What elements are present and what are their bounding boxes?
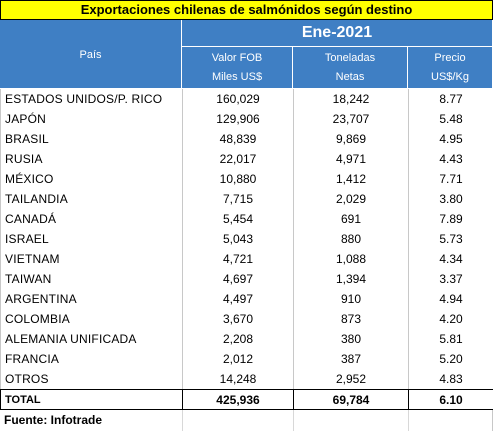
net-tons-cell: 4,971	[293, 149, 409, 169]
header-country: País	[0, 20, 182, 89]
country-cell: VIETNAM	[0, 249, 183, 269]
table-row: FRANCIA 2,012 387 5.20	[0, 349, 493, 369]
net-tons-cell: 691	[293, 209, 409, 229]
header-net-tons-line2: Netas	[335, 71, 365, 83]
price-cell: 4.94	[408, 289, 493, 309]
table-row: OTROS 14,248 2,952 4.83	[0, 369, 493, 390]
header-fob-value-line1: Valor FOB	[211, 52, 263, 64]
price-cell: 3.37	[408, 269, 493, 289]
net-tons-cell: 1,088	[293, 249, 409, 269]
net-tons-cell: 387	[293, 349, 409, 369]
country-cell: RUSIA	[0, 149, 183, 169]
country-cell: JAPÓN	[0, 109, 183, 129]
net-tons-cell: 880	[293, 229, 409, 249]
table-row: ISRAEL 5,043 880 5.73	[0, 229, 493, 249]
country-cell: MÉXICO	[0, 169, 183, 189]
header-price-line2: US$/Kg	[431, 71, 469, 83]
total-tons: 69,784	[293, 389, 409, 410]
total-price: 6.10	[408, 389, 493, 410]
source-text: Fuente: Infotrade	[4, 413, 102, 427]
fob-value-cell: 2,208	[182, 329, 294, 349]
fob-value-cell: 3,670	[182, 309, 294, 329]
table-row: VIETNAM 4,721 1,088 4.34	[0, 249, 493, 269]
table-row: BRASIL 48,839 9,869 4.95	[0, 129, 493, 149]
country-cell: CANADÁ	[0, 209, 183, 229]
net-tons-cell: 910	[293, 289, 409, 309]
net-tons-cell: 2,952	[293, 369, 409, 390]
price-cell: 7.71	[408, 169, 493, 189]
net-tons-cell: 2,029	[293, 189, 409, 209]
fob-value-cell: 4,497	[182, 289, 294, 309]
price-cell: 3.80	[408, 189, 493, 209]
country-cell: FRANCIA	[0, 349, 183, 369]
table-row: MÉXICO 10,880 1,412 7.71	[0, 169, 493, 189]
fob-value-cell: 129,906	[182, 109, 294, 129]
fob-value-cell: 5,454	[182, 209, 294, 229]
fob-value-cell: 160,029	[182, 89, 294, 109]
country-cell: OTROS	[0, 369, 183, 390]
net-tons-cell: 18,242	[293, 89, 409, 109]
net-tons-cell: 9,869	[293, 129, 409, 149]
fob-value-cell: 4,721	[182, 249, 294, 269]
country-cell: ALEMANIA UNIFICADA	[0, 329, 183, 349]
fob-value-cell: 22,017	[182, 149, 294, 169]
price-cell: 8.77	[408, 89, 493, 109]
table-row: ESTADOS UNIDOS/P. RICO 160,029 18,242 8.77	[0, 89, 493, 109]
table-row: TAIWAN 4,697 1,394 3.37	[0, 269, 493, 289]
fob-value-cell: 4,697	[182, 269, 294, 289]
net-tons-cell: 380	[293, 329, 409, 349]
table-row: ALEMANIA UNIFICADA 2,208 380 5.81	[0, 329, 493, 349]
net-tons-cell: 1,412	[293, 169, 409, 189]
country-cell: COLOMBIA	[0, 309, 183, 329]
header-price-line1: Precio	[434, 52, 466, 64]
fob-value-cell: 5,043	[182, 229, 294, 249]
country-cell: TAIWAN	[0, 269, 183, 289]
country-cell: ESTADOS UNIDOS/P. RICO	[0, 89, 183, 109]
table-row: ARGENTINA 4,497 910 4.94	[0, 289, 493, 309]
table-row: TAILANDIA 7,715 2,029 3.80	[0, 189, 493, 209]
country-cell: BRASIL	[0, 129, 183, 149]
price-cell: 4.20	[408, 309, 493, 329]
header-fob-value: Valor FOB Miles US$	[182, 47, 293, 89]
price-cell: 4.43	[408, 149, 493, 169]
header-fob-value-line2: Miles US$	[211, 71, 263, 83]
total-value: 425,936	[182, 389, 294, 410]
price-cell: 5.81	[408, 329, 493, 349]
total-row: TOTAL 425,936 69,784 6.10	[0, 389, 493, 410]
header-period: Ene-2021	[182, 20, 493, 47]
price-cell: 5.20	[408, 349, 493, 369]
price-cell: 4.83	[408, 369, 493, 390]
header-price: Precio US$/Kg	[408, 47, 493, 89]
total-label: TOTAL	[0, 389, 183, 410]
fob-value-cell: 48,839	[182, 129, 294, 149]
fob-value-cell: 7,715	[182, 189, 294, 209]
net-tons-cell: 23,707	[293, 109, 409, 129]
header-net-tons-line1: Toneladas	[324, 52, 376, 64]
fob-value-cell: 14,248	[182, 369, 294, 390]
price-cell: 4.34	[408, 249, 493, 269]
table-row: RUSIA 22,017 4,971 4.43	[0, 149, 493, 169]
price-cell: 5.73	[408, 229, 493, 249]
country-cell: TAILANDIA	[0, 189, 183, 209]
table-row: COLOMBIA 3,670 873 4.20	[0, 309, 493, 329]
table-title: Exportaciones chilenas de salmónidos seg…	[0, 0, 493, 20]
source-note: Fuente: Infotrade	[0, 410, 493, 431]
table-row: CANADÁ 5,454 691 7.89	[0, 209, 493, 229]
price-cell: 7.89	[408, 209, 493, 229]
price-cell: 5.48	[408, 109, 493, 129]
fob-value-cell: 2,012	[182, 349, 294, 369]
data-table: ESTADOS UNIDOS/P. RICO 160,029 18,242 8.77 J…	[0, 89, 493, 390]
net-tons-cell: 873	[293, 309, 409, 329]
footer-gridline	[182, 410, 183, 431]
net-tons-cell: 1,394	[293, 269, 409, 289]
price-cell: 4.95	[408, 129, 493, 149]
country-cell: ARGENTINA	[0, 289, 183, 309]
footer-gridline	[408, 410, 409, 431]
table-row: JAPÓN 129,906 23,707 5.48	[0, 109, 493, 129]
country-cell: ISRAEL	[0, 229, 183, 249]
fob-value-cell: 10,880	[182, 169, 294, 189]
header-net-tons: Toneladas Netas	[293, 47, 408, 89]
footer-gridline	[293, 410, 294, 431]
